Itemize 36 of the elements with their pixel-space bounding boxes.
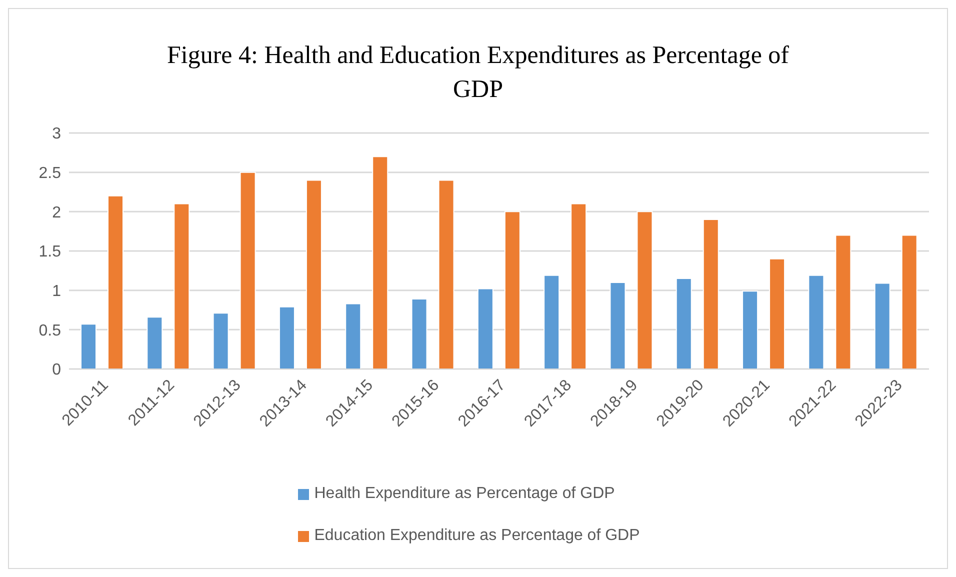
y-tick-label: 1 (52, 283, 62, 300)
bar (835, 234, 852, 369)
bar (372, 156, 388, 369)
bar (769, 258, 786, 369)
bar (636, 211, 653, 369)
y-tick-label: 3 (52, 126, 62, 143)
bar (544, 274, 560, 369)
bar (676, 278, 692, 369)
bar (80, 324, 96, 369)
bar (174, 203, 190, 369)
y-tick-label: 0 (52, 362, 62, 379)
bar (146, 316, 163, 369)
bar (212, 312, 229, 369)
bar (808, 274, 824, 369)
bar (874, 282, 890, 369)
y-tick-label: 0.5 (38, 322, 62, 340)
bar (240, 172, 256, 369)
bar (438, 180, 454, 369)
bar (742, 290, 758, 369)
bar (108, 195, 124, 369)
legend-label: Education Expenditure as Percentage of GDP (314, 527, 640, 545)
y-tick-label: 2 (52, 204, 62, 222)
bar (411, 298, 428, 369)
legend-label: Health Expenditure as Percentage of GDP (314, 485, 615, 503)
bar (306, 180, 322, 369)
bar (345, 303, 362, 369)
bar (504, 211, 520, 369)
y-tick-label: 2.5 (38, 165, 62, 182)
chart-title: Figure 4: Health and Education Expenditures as Percentage of GDP (166, 41, 790, 105)
bar (901, 234, 918, 369)
y-tick-label: 1.5 (38, 244, 62, 261)
bar (610, 282, 626, 369)
bar (477, 288, 494, 369)
bar (570, 203, 587, 369)
bar (278, 306, 295, 369)
bar (702, 219, 719, 369)
